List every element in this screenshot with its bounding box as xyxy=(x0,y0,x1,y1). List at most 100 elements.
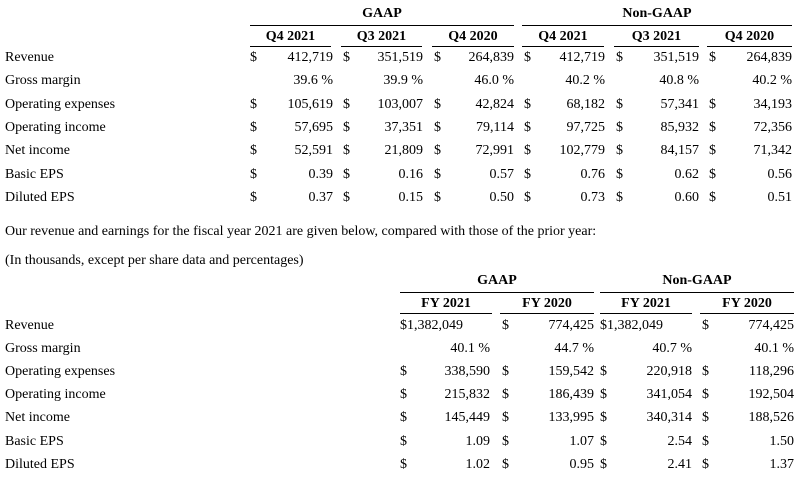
cell-value: 192,504 xyxy=(748,387,795,402)
quarterly-results-table: GAAP Non-GAAP Q4 2021 Q3 2021 Q4 2020 Q4… xyxy=(0,0,800,212)
cell-value: 1.02 xyxy=(465,457,491,472)
currency-symbol: $ xyxy=(702,364,709,379)
currency-symbol: $ xyxy=(343,97,350,112)
cell-value: 40.7 % xyxy=(652,341,692,356)
cell-value: 44.7 % xyxy=(554,341,594,356)
units-note-text: (In thousands, except per share data and… xyxy=(5,253,304,268)
currency-symbol: $ xyxy=(616,120,623,135)
table-row: Net income $145,449 $133,995 $340,314 $188,5… xyxy=(0,408,800,428)
cell-value: 72,356 xyxy=(753,120,793,135)
row-label: Net income xyxy=(5,143,70,158)
non-gaap-group-rule xyxy=(600,292,794,293)
table-cell: $145,449 xyxy=(400,408,490,428)
cell-value: 412,719 xyxy=(559,50,606,65)
table-cell: $0.60 xyxy=(616,188,699,208)
table-cell: $85,932 xyxy=(616,118,699,138)
currency-symbol: $ xyxy=(502,387,509,402)
table-cell: $774,425 xyxy=(502,316,594,336)
currency-symbol: $ xyxy=(616,50,623,65)
currency-symbol: $ xyxy=(502,318,509,333)
row-label: Diluted EPS xyxy=(5,190,75,205)
cell-value: 1.07 xyxy=(569,434,595,449)
table-cell: $0.56 xyxy=(709,165,792,185)
table-row: Operating expenses $338,590 $159,542 $220,9… xyxy=(0,362,800,382)
table-cell: $192,504 xyxy=(702,385,794,405)
row-label: Gross margin xyxy=(5,73,81,88)
table-cell: $1.07 xyxy=(502,432,594,452)
cell-value: 220,918 xyxy=(646,364,693,379)
currency-symbol: $ xyxy=(400,387,407,402)
cell-value: 105,619 xyxy=(287,97,334,112)
currency-symbol: $1,382,049 xyxy=(600,318,663,333)
table-cell: $103,007 xyxy=(343,95,423,115)
currency-symbol: $ xyxy=(400,434,407,449)
currency-symbol: $ xyxy=(709,97,716,112)
table-row: Operating expenses $105,619 $103,007 $42,82… xyxy=(0,95,800,115)
table-row: Revenue $412,719 $351,519 $264,839 $412,719 $… xyxy=(0,48,800,68)
row-label: Revenue xyxy=(5,50,54,65)
cell-value: 46.0 % xyxy=(474,73,514,88)
cell-value: 68,182 xyxy=(566,97,606,112)
row-label: Revenue xyxy=(5,318,54,333)
cell-value: 340,314 xyxy=(646,410,693,425)
currency-symbol: $ xyxy=(343,190,350,205)
cell-value: 351,519 xyxy=(653,50,700,65)
currency-symbol: $ xyxy=(343,143,350,158)
row-label: Operating expenses xyxy=(5,97,116,112)
table-cell: $0.37 xyxy=(250,188,333,208)
currency-symbol: $ xyxy=(600,434,607,449)
currency-symbol: $ xyxy=(250,143,257,158)
column-header: FY 2020 xyxy=(700,294,794,314)
table-cell: $264,839 xyxy=(709,48,792,68)
table-cell: 40.1 % xyxy=(702,339,794,359)
cell-value: 338,590 xyxy=(444,364,491,379)
currency-symbol: $ xyxy=(600,387,607,402)
table-cell: $1.09 xyxy=(400,432,490,452)
currency-symbol: $ xyxy=(434,190,441,205)
column-header: Q4 2021 xyxy=(522,27,604,47)
table-row: Gross margin 39.6 % 39.9 % 46.0 % 40.2 % 40.8… xyxy=(0,71,800,91)
table-cell: $351,519 xyxy=(343,48,423,68)
cell-value: 1.37 xyxy=(769,457,795,472)
currency-symbol: $ xyxy=(709,143,716,158)
cell-value: 264,839 xyxy=(746,50,793,65)
currency-symbol: $ xyxy=(524,143,531,158)
column-header: Q4 2020 xyxy=(707,27,792,47)
currency-symbol: $ xyxy=(709,120,716,135)
table-cell: $220,918 xyxy=(600,362,692,382)
table-row: Net income $52,591 $21,809 $72,991 $102,779 $… xyxy=(0,141,800,161)
table-cell: $52,591 xyxy=(250,141,333,161)
table-row: Basic EPS $1.09 $1.07 $2.54 $1.50 xyxy=(0,432,800,452)
column-header: FY 2021 xyxy=(600,294,692,314)
currency-symbol: $ xyxy=(600,410,607,425)
table-cell: $1.02 xyxy=(400,455,490,475)
table-cell: $0.95 xyxy=(502,455,594,475)
cell-value: 159,542 xyxy=(548,364,595,379)
currency-symbol: $ xyxy=(400,410,407,425)
gaap-group-rule xyxy=(400,292,594,293)
cell-value: 39.6 % xyxy=(293,73,333,88)
table-cell: 40.8 % xyxy=(616,71,699,91)
cell-value: 0.76 xyxy=(580,167,606,182)
table-cell: 39.9 % xyxy=(343,71,423,91)
cell-value: 57,341 xyxy=(660,97,700,112)
cell-value: 97,725 xyxy=(566,120,606,135)
column-header: Q3 2021 xyxy=(614,27,699,47)
table-cell: $0.62 xyxy=(616,165,699,185)
cell-value: 351,519 xyxy=(377,50,424,65)
cell-value: 0.95 xyxy=(569,457,595,472)
table-cell: $412,719 xyxy=(250,48,333,68)
cell-value: 85,932 xyxy=(660,120,700,135)
cell-value: 0.37 xyxy=(308,190,334,205)
cell-value: 0.56 xyxy=(767,167,793,182)
currency-symbol: $ xyxy=(250,120,257,135)
gaap-group-rule xyxy=(250,25,514,26)
currency-symbol: $ xyxy=(434,120,441,135)
table-cell: $105,619 xyxy=(250,95,333,115)
table-cell: $0.51 xyxy=(709,188,792,208)
cell-value: 40.1 % xyxy=(450,341,490,356)
cell-value: 37,351 xyxy=(384,120,424,135)
cell-value: 774,425 xyxy=(548,318,595,333)
table-row: Diluted EPS $1.02 $0.95 $2.41 $1.37 xyxy=(0,455,800,475)
